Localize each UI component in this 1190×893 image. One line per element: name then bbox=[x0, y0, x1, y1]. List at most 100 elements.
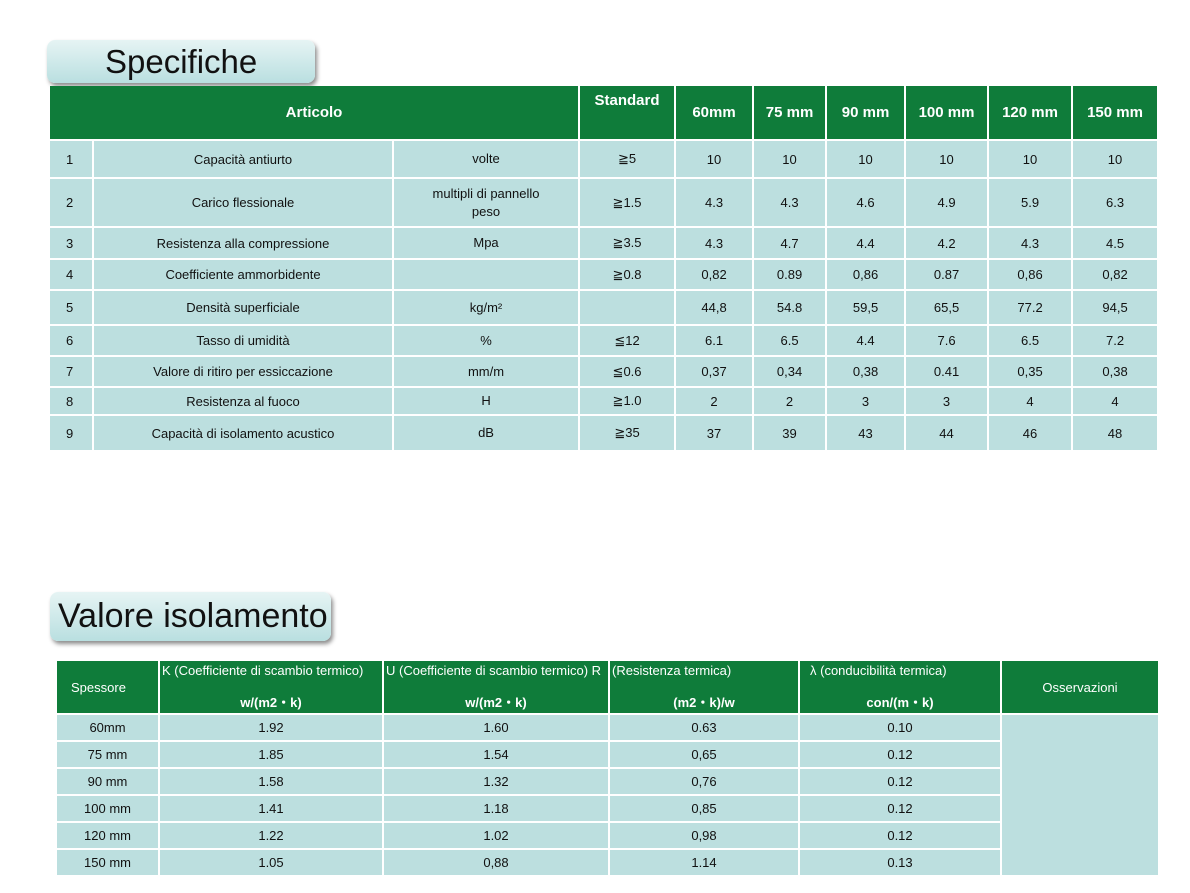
item-standard: ≧1.0 bbox=[580, 388, 675, 414]
lambda-value-cell: 0.10 bbox=[800, 715, 1000, 740]
item-value: 94,5 bbox=[1073, 291, 1158, 324]
item-standard: ≧1.5 bbox=[580, 179, 675, 226]
lambda-value-cell: 0.12 bbox=[800, 742, 1000, 767]
lambda-value-cell: 0.13 bbox=[800, 850, 1000, 875]
row-number: 3 bbox=[50, 228, 92, 258]
r-value-cell: 0.63 bbox=[610, 715, 798, 740]
item-value: 59,5 bbox=[827, 291, 905, 324]
item-value: 4.7 bbox=[754, 228, 826, 258]
k-value-cell: 1.58 bbox=[160, 769, 382, 794]
spec-row: 1 Capacità antiurto volte ≧5 10 10 10 10 10 10 bbox=[50, 141, 1158, 177]
item-name: Capacità di isolamento acustico bbox=[94, 416, 392, 450]
item-value: 44,8 bbox=[676, 291, 753, 324]
k-value-cell: 1.41 bbox=[160, 796, 382, 821]
header-u-label: U (Coefficiente di scambio termico) R bbox=[386, 663, 602, 678]
item-value: 4.4 bbox=[827, 326, 905, 355]
item-value: 0,34 bbox=[754, 357, 826, 386]
item-value: 4 bbox=[1073, 388, 1158, 414]
k-value-cell: 1.85 bbox=[160, 742, 382, 767]
item-value: 10 bbox=[906, 141, 988, 177]
header-thickness: 60mm bbox=[676, 86, 753, 139]
header-thickness: 90 mm bbox=[827, 86, 905, 139]
item-value: 0,82 bbox=[676, 260, 753, 289]
header-r-label: (Resistenza termica) bbox=[612, 663, 732, 678]
spec-row: 8 Resistenza al fuoco H ≧1.0 2 2 3 3 4 4 bbox=[50, 388, 1158, 414]
item-standard: ≦0.6 bbox=[580, 357, 675, 386]
item-value: 4.3 bbox=[989, 228, 1072, 258]
row-number: 7 bbox=[50, 357, 92, 386]
item-name: Valore di ritiro per essiccazione bbox=[94, 357, 392, 386]
insulation-header-row: Spessore K (Coefficiente di scambio term… bbox=[57, 661, 1158, 713]
header-standard: Standard bbox=[580, 86, 675, 139]
item-value: 4.9 bbox=[906, 179, 988, 226]
item-value: 3 bbox=[906, 388, 988, 414]
specifications-table: Articolo Standard 60mm 75 mm 90 mm 100 m… bbox=[48, 84, 1159, 452]
row-number: 5 bbox=[50, 291, 92, 324]
spec-row: 7 Valore di ritiro per essiccazione mm/m ≦0… bbox=[50, 357, 1158, 386]
thickness-cell: 100 mm bbox=[57, 796, 158, 821]
u-value-cell: 1.60 bbox=[384, 715, 608, 740]
item-value: 43 bbox=[827, 416, 905, 450]
item-value: 54.8 bbox=[754, 291, 826, 324]
item-unit: multipli di pannello peso bbox=[394, 179, 579, 226]
item-name: Coefficiente ammorbidente bbox=[94, 260, 392, 289]
header-u: U (Coefficiente di scambio termico) R w/… bbox=[384, 661, 608, 713]
item-value: 4 bbox=[989, 388, 1072, 414]
row-number: 9 bbox=[50, 416, 92, 450]
r-value-cell: 0,85 bbox=[610, 796, 798, 821]
item-unit bbox=[394, 260, 579, 289]
item-name: Carico flessionale bbox=[94, 179, 392, 226]
insulation-row: 75 mm 1.85 1.54 0,65 0.12 bbox=[57, 742, 1158, 767]
lambda-value-cell: 0.12 bbox=[800, 796, 1000, 821]
item-unit: kg/m² bbox=[394, 291, 579, 324]
item-value: 4.4 bbox=[827, 228, 905, 258]
header-spessore: Spessore bbox=[57, 661, 158, 713]
item-value: 65,5 bbox=[906, 291, 988, 324]
item-value: 0,35 bbox=[989, 357, 1072, 386]
row-number: 8 bbox=[50, 388, 92, 414]
item-value: 0,82 bbox=[1073, 260, 1158, 289]
item-value: 4.3 bbox=[754, 179, 826, 226]
k-value-cell: 1.22 bbox=[160, 823, 382, 848]
item-value: 6.3 bbox=[1073, 179, 1158, 226]
r-value-cell: 0,76 bbox=[610, 769, 798, 794]
item-value: 10 bbox=[827, 141, 905, 177]
thickness-cell: 75 mm bbox=[57, 742, 158, 767]
item-standard bbox=[580, 291, 675, 324]
row-number: 1 bbox=[50, 141, 92, 177]
item-value: 2 bbox=[676, 388, 753, 414]
item-value: 0,38 bbox=[1073, 357, 1158, 386]
header-k: K (Coefficiente di scambio termico) w/(m… bbox=[160, 661, 382, 713]
spec-row: 9 Capacità di isolamento acustico dB ≧35 37 3… bbox=[50, 416, 1158, 450]
header-lambda: λ (conducibilità termica) con/(m・k) bbox=[800, 661, 1000, 713]
u-value-cell: 0,88 bbox=[384, 850, 608, 875]
row-number: 4 bbox=[50, 260, 92, 289]
thickness-cell: 120 mm bbox=[57, 823, 158, 848]
item-value: 77.2 bbox=[989, 291, 1072, 324]
insulation-row: 120 mm 1.22 1.02 0,98 0.12 bbox=[57, 823, 1158, 848]
lambda-value-cell: 0.12 bbox=[800, 769, 1000, 794]
item-value: 4.6 bbox=[827, 179, 905, 226]
insulation-row: 60mm 1.92 1.60 0.63 0.10 bbox=[57, 715, 1158, 875]
k-value-cell: 1.05 bbox=[160, 850, 382, 875]
header-u-unit: w/(m2・k) bbox=[465, 695, 527, 710]
u-value-cell: 1.54 bbox=[384, 742, 608, 767]
insulation-table: Spessore K (Coefficiente di scambio term… bbox=[55, 659, 1160, 877]
item-unit: dB bbox=[394, 416, 579, 450]
r-value-cell: 1.14 bbox=[610, 850, 798, 875]
spec-row: 2 Carico flessionale multipli di pannello … bbox=[50, 179, 1158, 226]
item-value: 0.41 bbox=[906, 357, 988, 386]
item-value: 10 bbox=[1073, 141, 1158, 177]
item-value: 48 bbox=[1073, 416, 1158, 450]
header-thickness: 100 mm bbox=[906, 86, 988, 139]
item-value: 0.87 bbox=[906, 260, 988, 289]
insulation-row: 100 mm 1.41 1.18 0,85 0.12 bbox=[57, 796, 1158, 821]
item-standard: ≧0.8 bbox=[580, 260, 675, 289]
item-name: Resistenza al fuoco bbox=[94, 388, 392, 414]
r-value-cell: 0,98 bbox=[610, 823, 798, 848]
header-r: (Resistenza termica) (m2・k)/w bbox=[610, 661, 798, 713]
header-lambda-label: λ (conducibilità termica) bbox=[810, 663, 947, 678]
item-unit: % bbox=[394, 326, 579, 355]
spec-header-row: Articolo Standard 60mm 75 mm 90 mm 100 m… bbox=[50, 86, 1158, 139]
thickness-cell: 90 mm bbox=[57, 769, 158, 794]
